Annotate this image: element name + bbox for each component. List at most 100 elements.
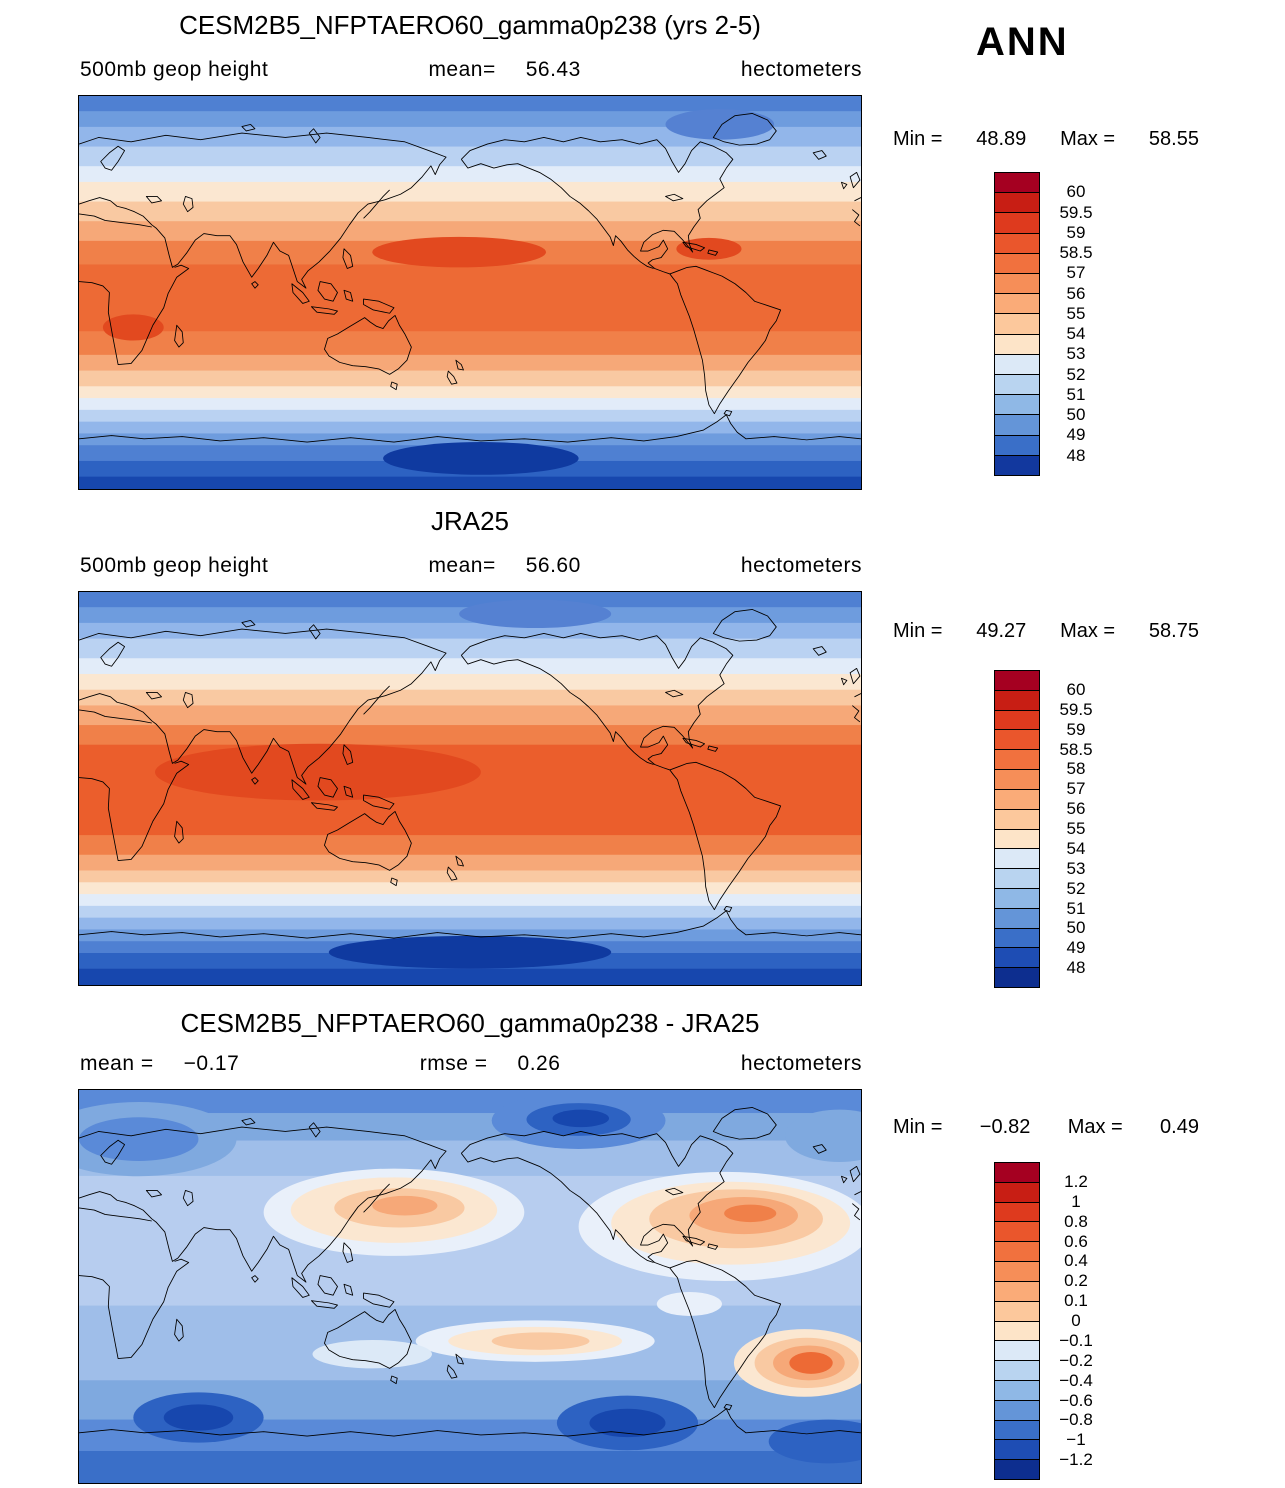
stats-row: 500mb geop height mean= 56.43 hectometers [80, 58, 862, 82]
colorbar-tick-label: 51 [1066, 898, 1086, 918]
contour-blob [676, 237, 742, 260]
colorbar-segment [995, 1300, 1039, 1321]
mean-stat: mean= 56.60 [428, 554, 580, 578]
contour-band [79, 201, 861, 223]
stats-row: mean = −0.17 rmse = 0.26 hectometers [80, 1052, 862, 1076]
coastline-path [79, 1126, 447, 1283]
contour-band [79, 689, 861, 707]
coastline-path [460, 1153, 654, 1263]
colorbar-tick-label: 49 [1066, 938, 1086, 958]
units-label: hectometers [740, 1052, 862, 1075]
contour-band [79, 854, 861, 872]
mean-stat: mean= 56.43 [428, 58, 580, 82]
coastline-path [79, 628, 447, 785]
variable-label: 500mb geop height [80, 554, 269, 577]
colorbar [994, 172, 1040, 476]
colorbar-segment [995, 173, 1039, 193]
colorbar-tick-label: 54 [1066, 838, 1086, 858]
contour-blob [312, 1339, 432, 1369]
colorbar-tick-label: 57 [1066, 779, 1086, 799]
contour-band [79, 638, 861, 660]
coastline-path [145, 1189, 194, 1207]
contour-band [79, 835, 861, 856]
colorbar-tick-label: 58 [1066, 759, 1086, 779]
contour-band [79, 622, 861, 640]
minmax-row: Min = −0.82 Max = 0.49 [893, 1116, 1199, 1139]
coastline-path [665, 689, 719, 752]
coastline-path [79, 910, 861, 939]
contour-blob [784, 1109, 861, 1163]
colorbar-segment [995, 947, 1039, 968]
contour-band [79, 386, 861, 400]
colorbar-segment [995, 788, 1039, 809]
contour-blob [789, 1352, 833, 1374]
colorbar-tick-label: 59 [1066, 222, 1086, 242]
colorbar-tick-label: 48 [1066, 445, 1086, 465]
colorbar-segment [995, 1439, 1039, 1460]
max-label: Max = [1060, 620, 1116, 642]
variable-label: 500mb geop height [80, 58, 269, 81]
contour-band [79, 331, 861, 356]
mean-value: 56.60 [525, 554, 581, 577]
colorbar-segment [995, 1280, 1039, 1301]
colorbar-tick-label: 0.4 [1064, 1251, 1088, 1271]
colorbar-segment [995, 927, 1039, 948]
coastline-path [145, 691, 194, 709]
colorbar-tick-label: 0.1 [1064, 1291, 1088, 1311]
contour-band [79, 96, 861, 113]
contour-band [79, 882, 861, 896]
min-value: −0.82 [979, 1116, 1031, 1138]
colorbar-tick-label: 0 [1071, 1311, 1081, 1330]
coastline-path [324, 810, 464, 887]
contour-band [79, 370, 861, 388]
colorbar-segment [995, 1340, 1039, 1361]
max-value: 58.75 [1148, 620, 1199, 642]
world-map [79, 96, 861, 489]
colorbar-tick-label: 50 [1066, 405, 1086, 425]
coastline-path [241, 123, 321, 144]
map-contour-plot [78, 591, 862, 986]
mean-value: 56.43 [525, 58, 581, 81]
colorbar-segment [995, 671, 1039, 690]
panel-title: CESM2B5_NFPTAERO60_gamma0p238 - JRA25 [180, 1008, 760, 1038]
colorbar-tick-label: 59.5 [1059, 699, 1093, 719]
colorbar-tick-label: 58.5 [1059, 739, 1093, 759]
mean-label: mean= [428, 554, 496, 577]
coastline-path [79, 132, 447, 289]
contour-blob [724, 1204, 777, 1223]
colorbar-segment [995, 252, 1039, 274]
minmax-row: Min = 48.89 Max = 58.55 [893, 128, 1199, 151]
colorbar-tick-label: 60 [1066, 182, 1086, 202]
coastline-path [100, 145, 126, 171]
contour-blob [102, 314, 164, 341]
contour-band [79, 1090, 861, 1115]
colorbar-segment [995, 1181, 1039, 1202]
coastline-path [665, 193, 719, 256]
contour-blob [491, 1332, 590, 1350]
colorbar-tick-label: 59 [1066, 719, 1086, 739]
colorbar-segment [995, 769, 1039, 789]
coastline-path [251, 189, 395, 315]
coastline-path [324, 314, 464, 391]
colorbar-segment [995, 1360, 1039, 1380]
colorbar-tick-label: 52 [1066, 878, 1086, 898]
coastline-path [79, 213, 152, 228]
colorbar-segment [995, 414, 1039, 435]
colorbar-tick-label: 1.2 [1064, 1171, 1088, 1191]
colorbar-segment [995, 689, 1039, 710]
colorbar-segment [995, 1221, 1039, 1242]
colorbar-segment [995, 293, 1039, 314]
contour-band [79, 354, 861, 372]
coastline-path [712, 609, 861, 723]
minmax-row: Min = 49.27 Max = 58.75 [893, 620, 1199, 643]
contour-band [79, 905, 861, 919]
mean-label: mean= [428, 58, 496, 81]
colorbar-tick-label: −0.4 [1059, 1370, 1093, 1390]
contour-band [79, 221, 861, 242]
contour-band [79, 870, 861, 884]
contour-band [79, 917, 861, 931]
colorbar-tick-label: 52 [1066, 364, 1086, 384]
colorbar-segment [995, 709, 1039, 730]
colorbar-tick-label: 1 [1071, 1191, 1081, 1211]
